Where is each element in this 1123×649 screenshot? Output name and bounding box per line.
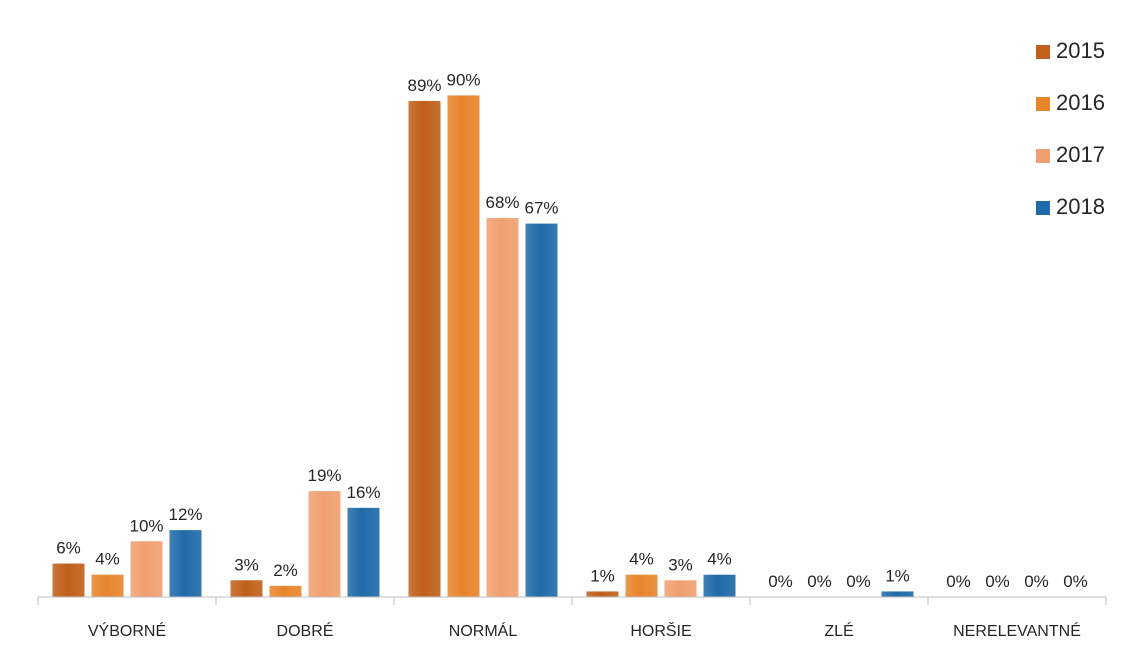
legend-label: 2016 <box>1056 90 1105 115</box>
data-label: 12% <box>168 505 202 524</box>
bar-2018-1 <box>347 507 380 597</box>
data-label: 4% <box>707 550 732 569</box>
data-label: 89% <box>407 76 441 95</box>
bar-2017-0 <box>130 541 163 597</box>
data-label: 0% <box>768 572 793 591</box>
data-label: 1% <box>590 566 615 585</box>
data-label: 90% <box>446 70 480 89</box>
bar-2018-0 <box>169 530 202 597</box>
legend-label: 2018 <box>1056 194 1105 219</box>
bar-2016-0 <box>91 574 124 597</box>
category-label: DOBRÉ <box>277 621 334 640</box>
legend-swatch <box>1036 45 1050 59</box>
bar-2017-3 <box>664 580 697 597</box>
data-label: 4% <box>95 550 120 569</box>
data-label: 0% <box>1024 572 1049 591</box>
bar-2015-2 <box>408 101 441 597</box>
data-label: 0% <box>807 572 832 591</box>
bar-2015-3 <box>586 591 619 597</box>
data-label: 16% <box>346 483 380 502</box>
category-label: NERELEVANTNÉ <box>953 621 1081 640</box>
data-label: 0% <box>1063 572 1088 591</box>
data-label: 2% <box>273 561 298 580</box>
data-label: 19% <box>307 466 341 485</box>
category-label: VÝBORNÉ <box>88 621 166 640</box>
bar-2016-1 <box>269 585 302 597</box>
data-label: 68% <box>485 193 519 212</box>
bar-2018-3 <box>703 574 736 597</box>
data-label: 67% <box>524 199 558 218</box>
category-labels-group: VÝBORNÉ DOBRÉ NORMÁL HORŠIE ZLÉ NERELEVANTNÉ <box>88 621 1081 640</box>
bar-2018-4 <box>881 591 914 597</box>
data-label: 0% <box>946 572 971 591</box>
category-label: HORŠIE <box>630 621 691 640</box>
data-label: 6% <box>56 539 81 558</box>
data-label: 0% <box>985 572 1010 591</box>
data-label: 10% <box>129 516 163 535</box>
x-axis-ticks <box>37 597 1107 605</box>
data-label: 4% <box>629 550 654 569</box>
legend-swatch <box>1036 201 1050 215</box>
data-label: 1% <box>885 566 910 585</box>
bar-2017-2 <box>486 218 519 598</box>
category-label: NORMÁL <box>449 621 518 640</box>
legend-swatch <box>1036 149 1050 163</box>
bar-2016-2 <box>447 95 480 597</box>
bar-2015-1 <box>230 580 263 597</box>
data-label: 3% <box>668 555 693 574</box>
bars-group <box>52 95 914 598</box>
bar-2016-3 <box>625 574 658 597</box>
legend-label: 2017 <box>1056 142 1105 167</box>
data-labels-group: 6% 4% 10% 12% 3% 2% 19% 16% 89% 90% 68% 67% 1% 4% 3% 4%… <box>56 70 1088 591</box>
legend: 2015 2016 2017 2018 <box>1036 38 1105 219</box>
bar-2018-2 <box>525 223 558 597</box>
data-label: 0% <box>846 572 871 591</box>
legend-label: 2015 <box>1056 38 1105 63</box>
category-label: ZLÉ <box>824 621 853 640</box>
legend-swatch <box>1036 97 1050 111</box>
bar-2017-1 <box>308 491 341 597</box>
data-label: 3% <box>234 555 259 574</box>
bar-2015-0 <box>52 563 85 597</box>
